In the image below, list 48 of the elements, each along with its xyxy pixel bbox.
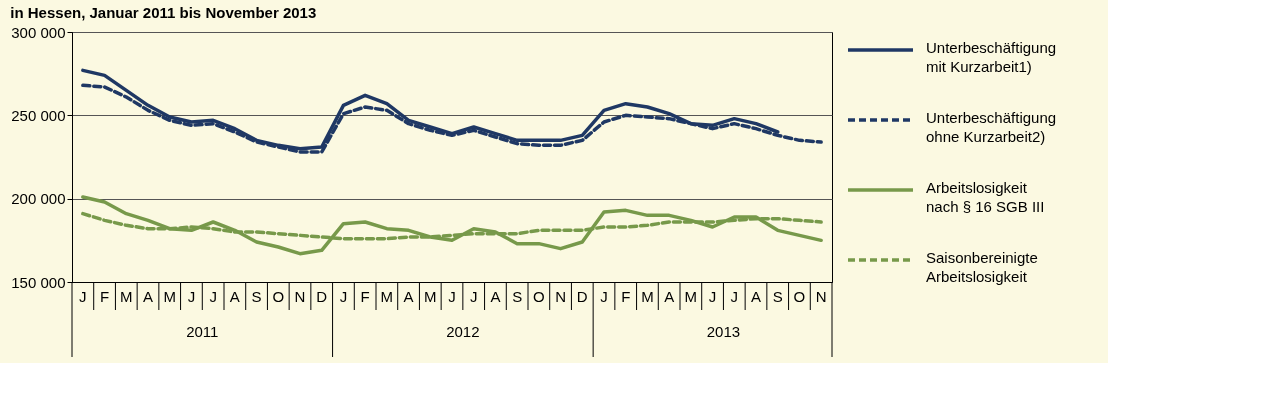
x-tick-label: N (294, 288, 306, 305)
x-tick-label: F (99, 288, 110, 305)
x-tick-label: S (251, 288, 262, 305)
x-tick-label: J (708, 288, 717, 305)
chart-title: in Hessen, Januar 2011 bis November 2013 (10, 3, 317, 21)
x-tick-label: A (142, 288, 154, 305)
x-tick-label: M (424, 288, 437, 305)
legend-label: Unterbeschäftigung mit Kurzarbeit1) (926, 39, 1057, 75)
x-tick-label: A (229, 288, 240, 305)
x-tick-label: O (793, 288, 806, 305)
x-tick-label: J (79, 288, 87, 305)
x-tick-label: F (360, 288, 370, 305)
x-tick-label: O (272, 288, 285, 305)
x-tick-label: A (403, 288, 414, 305)
x-tick-label: J (448, 288, 456, 305)
x-tick-label: D (576, 288, 588, 305)
line-series (81, 195, 823, 256)
x-tick-label: J (209, 288, 217, 305)
x-tick-label: J (339, 288, 348, 305)
text: 2011 (186, 323, 219, 340)
x-tick-label: J (187, 288, 196, 305)
x-tick-label: J (600, 288, 608, 305)
text: 2013 (706, 323, 741, 340)
x-tick-label: M (380, 288, 394, 305)
y-tick-label: 150 000 (11, 273, 66, 291)
legend-label: Unterbeschäftigung ohne Kurzarbeit2) (926, 109, 1057, 145)
x-tick-label: A (490, 288, 501, 305)
x-tick-label: N (555, 288, 566, 305)
x-tick-label: D (316, 288, 328, 305)
y-tick-label: 250 000 (11, 106, 66, 124)
legend-label: Arbeitslosigkeit nach § 16 SGB III (926, 179, 1045, 215)
x-tick-label: S (772, 288, 783, 305)
x-tick-label: A (750, 288, 762, 305)
x-tick-label: M (684, 288, 698, 305)
x-tick-label: O (533, 288, 545, 305)
x-tick-label: S (512, 288, 523, 305)
y-tick-label: 300 000 (11, 23, 66, 41)
x-tick-label: F (621, 288, 631, 305)
x-tick-label: A (664, 288, 675, 305)
x-tick-label: J (469, 288, 478, 305)
x-tick-label: J (730, 288, 739, 305)
y-tick-label: 200 000 (11, 190, 66, 208)
x-tick-label: M (641, 288, 654, 305)
x-tick-label: M (120, 288, 133, 305)
x-tick-label: M (163, 288, 176, 305)
legend-label: Saisonbereinigte Arbeitslosigkeit (926, 249, 1038, 285)
text: 2012 (446, 323, 480, 340)
x-tick-label: N (815, 288, 827, 305)
